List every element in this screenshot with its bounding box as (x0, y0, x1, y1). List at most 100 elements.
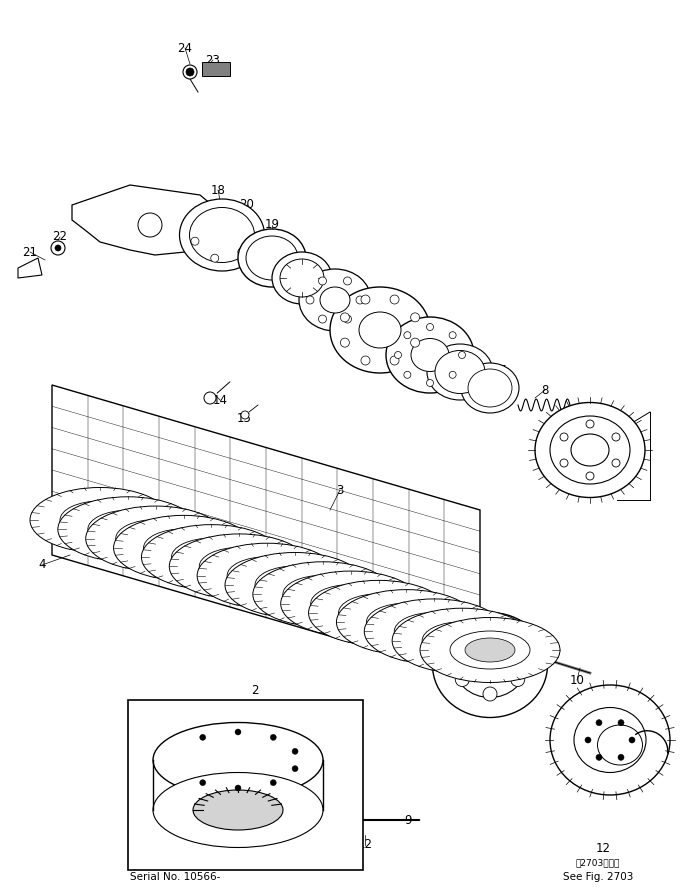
Text: 4: 4 (38, 558, 46, 572)
Text: 10: 10 (570, 673, 584, 687)
Text: 15: 15 (237, 411, 251, 425)
Ellipse shape (193, 790, 283, 830)
Text: 19: 19 (264, 219, 280, 232)
Ellipse shape (359, 312, 401, 348)
Circle shape (411, 338, 420, 347)
Ellipse shape (225, 552, 365, 617)
Circle shape (618, 720, 624, 726)
Circle shape (361, 356, 370, 365)
Circle shape (344, 277, 351, 285)
Ellipse shape (422, 622, 502, 660)
Circle shape (186, 68, 194, 76)
Text: 7: 7 (499, 364, 507, 376)
Ellipse shape (299, 269, 371, 331)
Circle shape (390, 295, 399, 304)
Ellipse shape (468, 369, 512, 407)
Text: 6: 6 (458, 343, 466, 357)
Ellipse shape (409, 619, 459, 643)
Ellipse shape (298, 582, 348, 607)
Circle shape (51, 241, 65, 255)
Ellipse shape (130, 526, 180, 550)
Ellipse shape (309, 581, 448, 645)
Ellipse shape (153, 723, 323, 797)
Ellipse shape (86, 506, 226, 571)
Circle shape (531, 660, 541, 670)
Ellipse shape (197, 543, 337, 608)
Circle shape (586, 472, 594, 480)
Ellipse shape (189, 208, 255, 262)
Ellipse shape (187, 545, 237, 569)
Circle shape (235, 785, 241, 791)
Ellipse shape (337, 590, 476, 655)
Circle shape (241, 411, 249, 419)
Ellipse shape (199, 548, 279, 585)
Circle shape (319, 277, 326, 285)
Circle shape (560, 459, 568, 467)
Circle shape (612, 459, 620, 467)
Circle shape (483, 687, 497, 701)
Ellipse shape (420, 617, 560, 682)
Text: 18: 18 (210, 184, 226, 196)
Ellipse shape (246, 236, 298, 280)
Ellipse shape (242, 564, 292, 588)
Circle shape (596, 755, 602, 760)
Circle shape (238, 248, 246, 256)
Ellipse shape (366, 603, 446, 641)
Circle shape (356, 296, 364, 304)
Circle shape (390, 356, 399, 365)
Text: 22: 22 (53, 230, 67, 244)
Ellipse shape (386, 317, 474, 393)
Ellipse shape (465, 638, 515, 662)
Circle shape (191, 237, 199, 245)
Polygon shape (72, 185, 218, 255)
Circle shape (270, 780, 276, 786)
Ellipse shape (461, 363, 519, 413)
Text: Serial No. 10566-: Serial No. 10566- (130, 872, 220, 882)
Text: 3: 3 (337, 483, 344, 497)
Circle shape (411, 313, 420, 322)
Ellipse shape (180, 199, 264, 271)
Text: 23: 23 (205, 54, 221, 67)
Ellipse shape (153, 772, 323, 847)
Bar (202, 62, 230, 76)
Circle shape (235, 729, 241, 735)
Text: 12: 12 (595, 841, 611, 855)
Ellipse shape (60, 501, 140, 539)
Ellipse shape (280, 259, 324, 297)
Circle shape (560, 433, 568, 441)
Ellipse shape (432, 613, 548, 717)
Text: 1: 1 (624, 424, 632, 436)
Circle shape (455, 673, 469, 687)
Text: 9: 9 (404, 814, 412, 827)
Text: 21: 21 (22, 245, 37, 259)
Ellipse shape (114, 516, 253, 581)
Circle shape (204, 392, 216, 404)
Circle shape (427, 324, 434, 331)
Circle shape (459, 351, 466, 359)
Ellipse shape (30, 488, 170, 552)
Ellipse shape (450, 631, 530, 669)
Ellipse shape (116, 519, 196, 558)
Ellipse shape (311, 584, 391, 623)
Circle shape (404, 332, 411, 339)
Circle shape (306, 296, 314, 304)
Ellipse shape (142, 524, 282, 590)
Ellipse shape (320, 287, 350, 313)
Circle shape (596, 720, 602, 726)
Circle shape (427, 379, 434, 386)
Ellipse shape (238, 229, 306, 287)
Bar (128, 700, 363, 870)
Circle shape (292, 748, 298, 755)
Ellipse shape (454, 632, 526, 698)
Circle shape (455, 643, 469, 657)
Text: 12: 12 (357, 838, 373, 852)
Circle shape (618, 755, 624, 760)
Ellipse shape (571, 434, 609, 466)
Ellipse shape (550, 685, 670, 795)
Ellipse shape (283, 575, 363, 614)
Ellipse shape (255, 566, 335, 604)
Ellipse shape (535, 402, 645, 498)
Text: 20: 20 (239, 199, 255, 211)
Ellipse shape (171, 538, 251, 576)
Circle shape (211, 254, 219, 262)
